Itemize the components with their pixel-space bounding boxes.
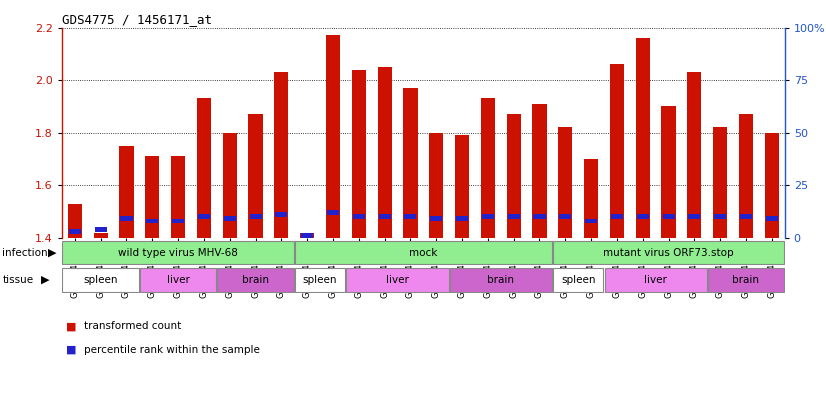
FancyBboxPatch shape	[553, 241, 784, 264]
Bar	[146, 219, 159, 223]
Text: infection: infection	[2, 248, 48, 257]
FancyBboxPatch shape	[449, 268, 552, 292]
Bar	[326, 35, 340, 238]
Bar	[766, 217, 778, 221]
Text: spleen: spleen	[303, 275, 337, 285]
Bar	[378, 214, 391, 219]
Bar	[765, 133, 779, 238]
Bar	[637, 214, 648, 219]
Bar	[120, 146, 134, 238]
Text: spleen: spleen	[83, 275, 118, 285]
Bar	[534, 214, 545, 219]
Bar	[430, 217, 442, 221]
Bar	[274, 72, 288, 238]
Bar	[662, 214, 675, 219]
Bar	[95, 227, 107, 232]
Bar	[69, 229, 81, 234]
FancyBboxPatch shape	[217, 268, 294, 292]
Bar	[662, 107, 676, 238]
Bar	[430, 133, 444, 238]
FancyBboxPatch shape	[605, 268, 707, 292]
Text: brain: brain	[733, 275, 759, 285]
Text: mock: mock	[409, 248, 438, 257]
Bar	[506, 114, 520, 238]
Bar	[275, 212, 287, 217]
Bar	[403, 88, 417, 238]
Bar	[558, 127, 572, 238]
Text: ■: ■	[66, 345, 77, 355]
FancyBboxPatch shape	[553, 268, 604, 292]
Bar	[739, 114, 753, 238]
Bar	[714, 214, 726, 219]
Bar	[455, 135, 469, 238]
Text: wild type virus MHV-68: wild type virus MHV-68	[118, 248, 238, 257]
Bar	[533, 104, 547, 238]
Bar	[353, 214, 365, 219]
Bar	[584, 159, 598, 238]
Bar	[611, 214, 623, 219]
Bar	[740, 214, 752, 219]
Text: liver: liver	[644, 275, 667, 285]
Bar	[352, 70, 366, 238]
Bar	[249, 214, 262, 219]
Text: tissue: tissue	[2, 275, 34, 285]
Text: percentile rank within the sample: percentile rank within the sample	[84, 345, 260, 355]
Bar	[610, 64, 624, 238]
Text: brain: brain	[487, 275, 515, 285]
FancyBboxPatch shape	[295, 268, 345, 292]
Bar	[405, 214, 416, 219]
FancyBboxPatch shape	[346, 268, 449, 292]
FancyBboxPatch shape	[63, 241, 294, 264]
Bar	[145, 156, 159, 238]
Text: liver: liver	[386, 275, 409, 285]
Bar	[456, 217, 468, 221]
Bar	[508, 214, 520, 219]
Bar	[249, 114, 263, 238]
Bar	[121, 217, 132, 221]
Bar	[300, 233, 314, 238]
FancyBboxPatch shape	[708, 268, 784, 292]
Bar	[223, 133, 237, 238]
Bar	[68, 204, 82, 238]
Bar	[93, 233, 107, 238]
FancyBboxPatch shape	[63, 268, 139, 292]
Text: ▶: ▶	[41, 275, 50, 285]
Bar	[301, 233, 313, 238]
Bar	[585, 219, 597, 223]
FancyBboxPatch shape	[140, 268, 216, 292]
Bar	[713, 127, 727, 238]
Bar	[688, 214, 700, 219]
Bar	[482, 214, 494, 219]
Text: GDS4775 / 1456171_at: GDS4775 / 1456171_at	[62, 13, 212, 26]
Text: spleen: spleen	[561, 275, 596, 285]
Bar	[687, 72, 701, 238]
Bar	[171, 156, 185, 238]
Text: liver: liver	[167, 275, 189, 285]
Bar	[224, 217, 235, 221]
Bar	[481, 99, 495, 238]
Text: ■: ■	[66, 321, 77, 331]
Text: mutant virus ORF73.stop: mutant virus ORF73.stop	[603, 248, 733, 257]
Text: ▶: ▶	[48, 248, 56, 257]
Text: transformed count: transformed count	[84, 321, 182, 331]
Bar	[197, 99, 211, 238]
FancyBboxPatch shape	[295, 241, 552, 264]
Bar	[636, 38, 650, 238]
Bar	[198, 214, 210, 219]
Bar	[559, 214, 572, 219]
Bar	[172, 219, 184, 223]
Text: brain: brain	[242, 275, 269, 285]
Bar	[327, 210, 339, 215]
Bar	[377, 67, 392, 238]
